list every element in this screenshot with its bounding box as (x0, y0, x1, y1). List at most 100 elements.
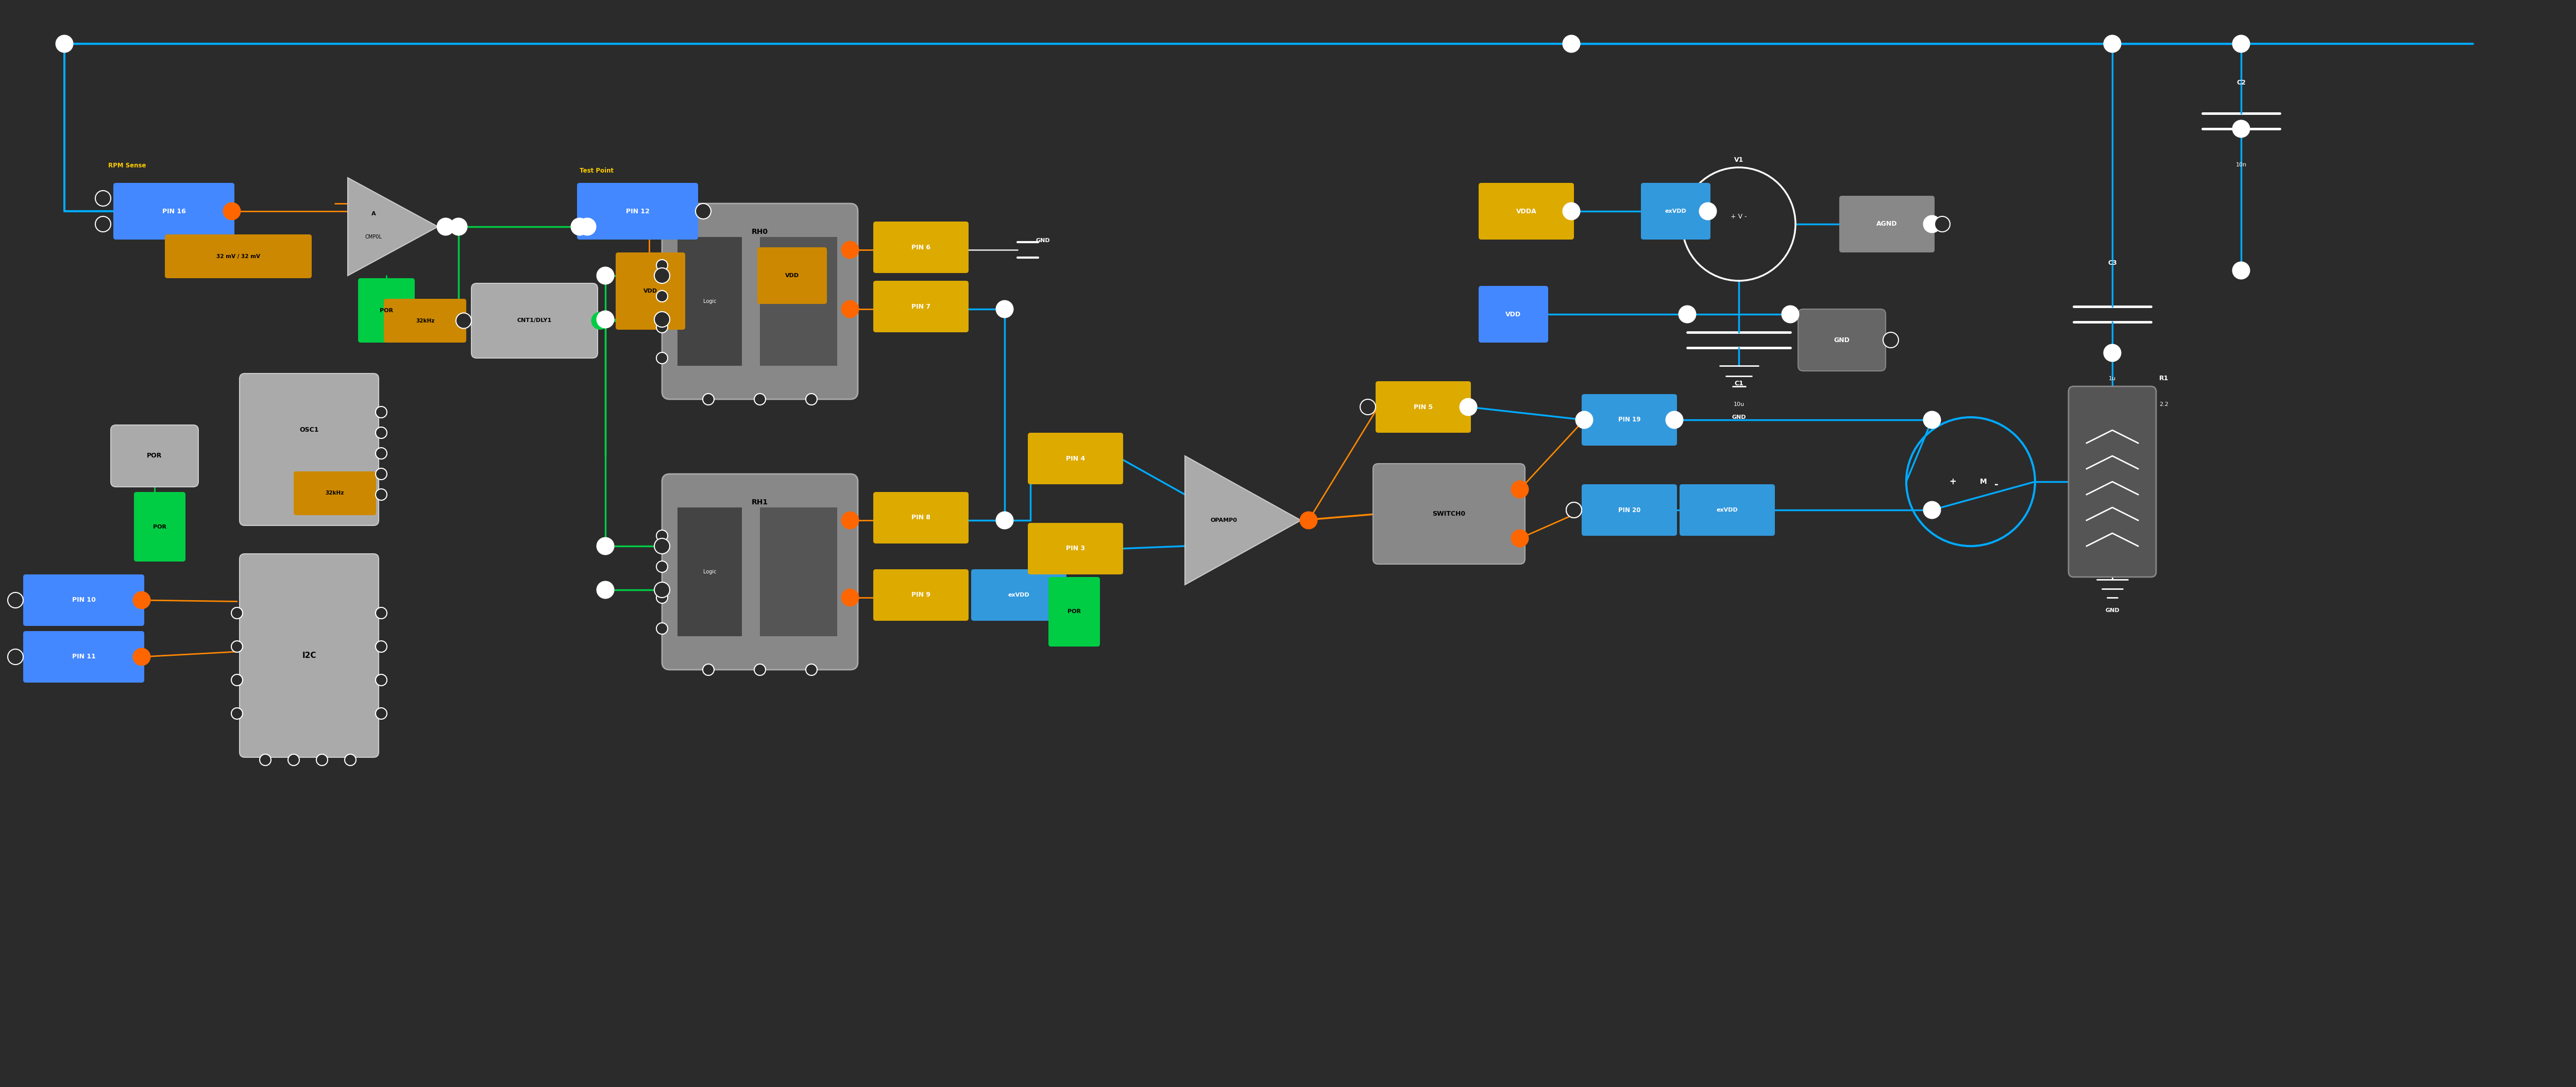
Circle shape (376, 708, 386, 720)
Text: C1: C1 (1734, 380, 1744, 387)
Circle shape (598, 537, 616, 555)
Circle shape (657, 290, 667, 302)
Circle shape (1458, 398, 1479, 416)
FancyBboxPatch shape (134, 492, 185, 562)
Circle shape (1561, 35, 1582, 53)
Text: 32kHz: 32kHz (325, 490, 345, 496)
Circle shape (232, 674, 242, 686)
FancyBboxPatch shape (1028, 433, 1123, 484)
FancyBboxPatch shape (2069, 386, 2156, 577)
Text: 1u: 1u (2110, 376, 2115, 382)
Circle shape (598, 311, 616, 328)
Circle shape (1883, 333, 1899, 348)
Circle shape (1510, 480, 1530, 499)
Text: RPM Sense: RPM Sense (108, 162, 147, 168)
Text: PIN 20: PIN 20 (1618, 507, 1641, 513)
Text: M: M (1981, 478, 1986, 485)
FancyBboxPatch shape (1641, 183, 1710, 239)
Text: 10u: 10u (1734, 402, 1744, 407)
Text: exVDD: exVDD (1007, 592, 1030, 598)
Circle shape (755, 664, 765, 675)
FancyBboxPatch shape (760, 508, 837, 636)
Text: PIN 12: PIN 12 (626, 208, 649, 214)
Text: exVDD: exVDD (1664, 209, 1687, 214)
Text: CMP0L: CMP0L (366, 235, 381, 239)
Text: +: + (1950, 477, 1955, 486)
Text: -: - (1994, 479, 1999, 489)
Circle shape (2231, 262, 2251, 279)
Text: VDDA: VDDA (1517, 208, 1535, 214)
Circle shape (1577, 411, 1592, 429)
Text: Test Point: Test Point (580, 167, 613, 174)
Circle shape (577, 217, 598, 236)
Circle shape (840, 511, 860, 529)
FancyBboxPatch shape (471, 284, 598, 358)
Text: 32 mV / 32 mV: 32 mV / 32 mV (216, 253, 260, 259)
Text: PIN 8: PIN 8 (912, 514, 930, 521)
Text: + V -: + V - (1731, 213, 1747, 220)
Circle shape (592, 312, 611, 329)
FancyBboxPatch shape (240, 553, 379, 758)
Circle shape (657, 530, 667, 541)
FancyBboxPatch shape (873, 280, 969, 333)
Circle shape (1922, 411, 1942, 429)
Text: GND: GND (1834, 337, 1850, 343)
Circle shape (57, 35, 72, 53)
Circle shape (598, 580, 616, 599)
Circle shape (456, 313, 471, 328)
Text: CNT1/DLY1: CNT1/DLY1 (518, 318, 551, 323)
Circle shape (376, 468, 386, 479)
Circle shape (376, 641, 386, 652)
Text: PIN 16: PIN 16 (162, 208, 185, 214)
Circle shape (654, 538, 670, 553)
Circle shape (224, 202, 242, 221)
Text: RH0: RH0 (752, 228, 768, 236)
Text: PIN 9: PIN 9 (912, 591, 930, 598)
Text: VDD: VDD (786, 273, 799, 278)
Text: R1: R1 (2159, 375, 2169, 382)
FancyBboxPatch shape (677, 508, 742, 636)
Circle shape (2102, 343, 2123, 362)
Text: AGND: AGND (1875, 221, 1899, 227)
FancyBboxPatch shape (1373, 464, 1525, 564)
Circle shape (317, 754, 327, 765)
FancyBboxPatch shape (873, 570, 969, 621)
Circle shape (8, 649, 23, 664)
Text: C2: C2 (2236, 79, 2246, 86)
Circle shape (657, 623, 667, 634)
Text: GND: GND (1036, 238, 1051, 243)
FancyBboxPatch shape (240, 374, 379, 525)
FancyBboxPatch shape (662, 203, 858, 399)
FancyBboxPatch shape (1839, 196, 1935, 252)
Polygon shape (1185, 455, 1301, 585)
Circle shape (840, 241, 860, 259)
Text: GND: GND (1731, 415, 1747, 420)
Circle shape (657, 352, 667, 364)
FancyBboxPatch shape (384, 299, 466, 342)
Circle shape (755, 393, 765, 405)
Circle shape (376, 608, 386, 619)
FancyBboxPatch shape (294, 472, 376, 515)
FancyBboxPatch shape (1028, 523, 1123, 574)
Circle shape (654, 312, 670, 327)
Text: V1: V1 (1734, 157, 1744, 163)
Circle shape (260, 754, 270, 765)
Text: PIN 7: PIN 7 (912, 303, 930, 310)
FancyBboxPatch shape (165, 235, 312, 278)
Circle shape (376, 674, 386, 686)
Circle shape (994, 511, 1015, 529)
Circle shape (134, 648, 149, 666)
Circle shape (376, 448, 386, 459)
Text: POR: POR (147, 452, 162, 460)
Circle shape (657, 592, 667, 603)
Circle shape (806, 393, 817, 405)
Circle shape (1922, 215, 1942, 233)
FancyBboxPatch shape (1048, 577, 1100, 647)
FancyBboxPatch shape (662, 474, 858, 670)
Text: Logic: Logic (703, 299, 716, 304)
FancyBboxPatch shape (757, 247, 827, 304)
Circle shape (657, 561, 667, 573)
Text: VDD: VDD (644, 288, 657, 293)
Text: GND: GND (2105, 608, 2120, 613)
Polygon shape (348, 178, 438, 276)
